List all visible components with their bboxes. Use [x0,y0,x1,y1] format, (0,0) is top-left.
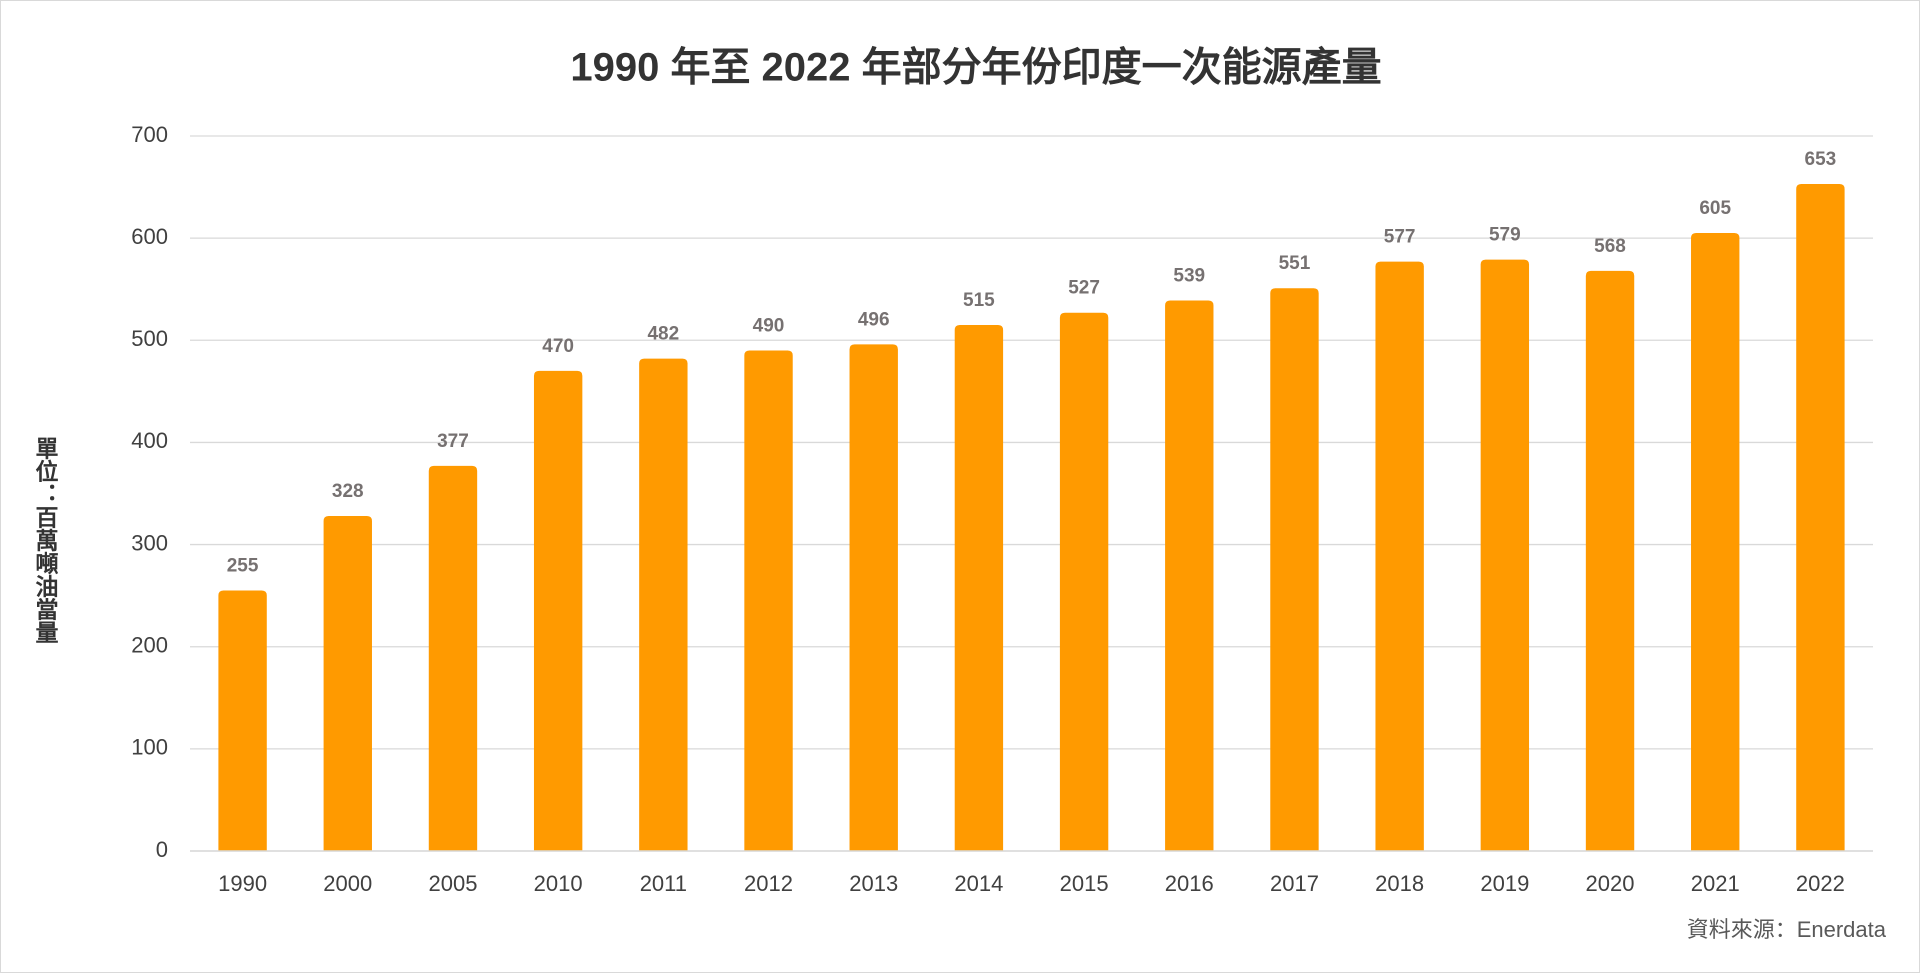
x-tick-label: 1990 [218,871,267,896]
bar [533,370,583,851]
data-label: 551 [1279,253,1311,274]
bar [1059,312,1109,851]
x-tick-label: 2020 [1586,871,1635,896]
bar [1691,233,1740,852]
x-tick-label: 2022 [1796,871,1845,896]
x-tick-label: 2014 [954,871,1003,896]
x-tick-label: 2021 [1691,871,1740,896]
y-tick-label: 300 [131,530,168,555]
y-axis-label: 單位：百萬噸油當量 [32,437,59,644]
bar [1480,259,1530,851]
data-label: 605 [1699,198,1731,219]
x-tick-label: 2010 [534,871,583,896]
chart-title: 1990 年至 2022 年部分年份印度一次能源產量 [570,46,1381,90]
x-tick-label: 2011 [640,871,687,896]
x-tick-label: 2017 [1270,871,1319,896]
bar [1375,261,1424,851]
data-label: 527 [1068,278,1100,299]
y-tick-label: 400 [131,428,168,453]
x-tick-label: 2000 [323,871,372,896]
bar [744,350,793,851]
bar [849,344,898,851]
data-label: 653 [1805,149,1837,170]
bar [1270,288,1319,851]
data-label: 377 [437,431,469,452]
y-tick-label: 600 [131,224,168,249]
data-label: 482 [647,324,679,345]
data-label: 515 [963,290,995,311]
x-tick-label: 2012 [744,871,793,896]
x-tick-label: 2018 [1375,871,1424,896]
bar [1165,300,1214,851]
x-tick-label: 2005 [428,871,477,896]
x-tick-label: 2019 [1480,871,1529,896]
bar [1796,184,1845,851]
data-label: 255 [227,556,259,577]
x-tick-label: 2015 [1060,871,1109,896]
bar [1585,270,1635,851]
x-tick-label: 2016 [1165,871,1214,896]
bar [428,465,478,851]
source-note: 資料來源：Enerdata [1687,917,1887,942]
data-label: 579 [1489,225,1521,246]
data-label: 568 [1594,236,1626,257]
data-label: 470 [542,336,574,357]
data-label: 490 [753,316,785,337]
data-label: 328 [332,481,364,502]
data-label: 539 [1173,265,1205,286]
x-tick-label: 2013 [849,871,898,896]
y-tick-label: 500 [131,326,168,351]
y-tick-label: 100 [131,735,168,760]
y-tick-label: 0 [156,837,168,862]
bar [639,358,688,851]
bar [954,324,1004,851]
y-tick-label: 700 [131,122,168,147]
bar [323,515,372,851]
y-tick-label: 200 [131,633,168,658]
bar [218,590,267,851]
data-label: 577 [1384,227,1416,248]
data-label: 496 [858,309,890,330]
